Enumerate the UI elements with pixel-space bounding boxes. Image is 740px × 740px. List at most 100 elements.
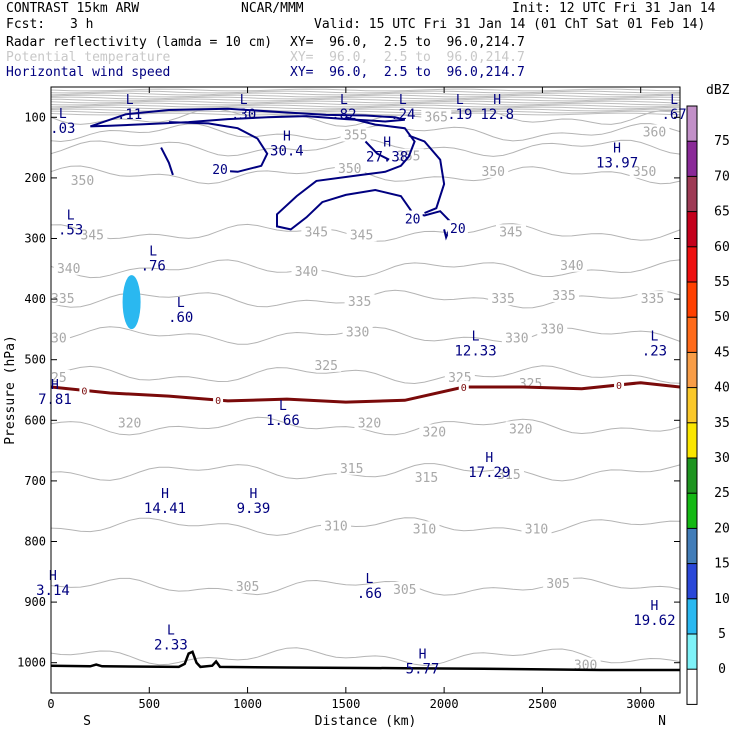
legend-label: 75 [714, 134, 730, 149]
extremum-value: 7.81 [38, 392, 72, 408]
theta-label: 335 [491, 292, 514, 307]
init-time: Init: 12 UTC Fri 31 Jan 14 [512, 1, 716, 16]
legend-label: 15 [714, 557, 730, 572]
legend-swatch [687, 211, 697, 247]
legend-swatch [687, 634, 697, 670]
legend-label: 50 [714, 310, 730, 325]
field-wind-name: Horizontal wind speed [6, 65, 171, 80]
model-title: CONTRAST 15km ARW [6, 1, 140, 16]
legend-swatch [687, 282, 697, 318]
extremum-type: L [279, 399, 287, 414]
theta-label-bg [53, 260, 84, 275]
theta-label: 320 [358, 416, 381, 431]
theta-label: 320 [118, 416, 141, 431]
theta-label: 325 [314, 359, 337, 374]
theta-line-315 [51, 463, 680, 482]
extremum-type: H [493, 93, 501, 108]
extremum-value: .76 [141, 259, 166, 275]
theta-label: 345 [499, 225, 522, 240]
stratosphere-line [51, 104, 680, 108]
theta-label-bg [311, 357, 342, 372]
theta-label: 340 [295, 265, 318, 280]
theta-label-bg [321, 518, 352, 533]
theta-label-bg [495, 224, 526, 239]
extremum-value: .19 [447, 107, 472, 123]
x-tick-label: 0 [47, 697, 54, 711]
theta-label-bg [51, 369, 70, 384]
legend-swatch [687, 422, 697, 458]
legend-label: 10 [714, 592, 730, 607]
theta-label-bg [543, 575, 574, 590]
extremum-value: 5.77 [406, 662, 440, 678]
theta-label: 345 [305, 225, 328, 240]
freezing-label-bg [79, 384, 90, 397]
extremum-type: L [240, 93, 248, 108]
theta-label-bg [340, 127, 371, 142]
legend-swatch [687, 141, 697, 177]
extremum-type: H [49, 569, 57, 584]
y-tick-label: 500 [24, 353, 46, 367]
valid-time: Valid: 15 UTC Fri 31 Jan 14 (01 ChT Sat … [314, 17, 706, 32]
wind-contour-label-bg [447, 220, 468, 236]
wind-extrema: L.11L.03L.30L.82L.24L.19H12.8L.67H30.4H2… [36, 93, 687, 677]
field-reflectivity-name: Radar reflectivity (lamda = 10 cm) [6, 35, 273, 50]
theta-label-bg [570, 657, 601, 672]
legend-label: 65 [714, 205, 730, 220]
theta-label-bg [342, 324, 373, 339]
stratosphere-line [51, 100, 680, 104]
endpoint-south: S [83, 714, 91, 729]
legend-swatch [687, 352, 697, 388]
plot-area [51, 87, 680, 693]
extremum-type: H [383, 136, 391, 151]
legend-swatch [687, 387, 697, 423]
theta-label: 345 [81, 228, 104, 243]
field-theta-xy: XY= 96.0, 2.5 to 96.0,214.7 [290, 50, 525, 65]
extremum-value: 2.33 [154, 637, 188, 653]
legend-swatch [687, 458, 697, 494]
legend-swatch [687, 176, 697, 212]
terrain-line [51, 650, 680, 672]
legend-label: 55 [714, 275, 730, 290]
theta-label-bg [77, 227, 108, 242]
theta-label-bg [232, 578, 263, 593]
wind-contour-20 [168, 121, 269, 173]
theta-label-bg [389, 581, 420, 596]
theta-label-bg [354, 415, 385, 430]
extremum-value: 12.8 [480, 107, 514, 123]
theta-label-bg [419, 424, 450, 439]
wind-contour-label: 20 [450, 222, 466, 237]
extremum-type: L [167, 623, 175, 638]
wind-contour-20 [160, 147, 174, 176]
freezing-label-bg [614, 378, 625, 391]
x-tick-label: 3000 [626, 697, 655, 711]
extremum-value: .66 [357, 586, 382, 602]
extremum-type: H [51, 378, 59, 393]
theta-label-bg [409, 521, 440, 536]
wind-contour-label-bg [210, 160, 231, 176]
freezing-label: 0 [616, 381, 622, 392]
theta-label: 335 [348, 295, 371, 310]
stratosphere-line [51, 112, 680, 116]
legend-swatch [687, 317, 697, 353]
theta-label: 350 [71, 174, 94, 189]
theta-line-300 [51, 647, 680, 667]
fcst-value: 3 h [70, 17, 94, 32]
theta-label: 335 [51, 292, 74, 307]
extremum-type: H [250, 487, 258, 502]
legend-label: 70 [714, 169, 730, 184]
field-reflectivity-xy: XY= 96.0, 2.5 to 96.0,214.7 [290, 35, 525, 50]
x-tick-label: 2000 [430, 697, 459, 711]
theta-label: 330 [346, 325, 369, 340]
extremum-value: 27.38 [366, 150, 408, 166]
theta-label: 300 [574, 659, 597, 674]
stratosphere-line [51, 106, 680, 110]
wind-contour-20 [364, 140, 390, 161]
legend-frame [686, 105, 698, 705]
y-tick-label: 200 [24, 171, 46, 185]
extremum-value: 19.62 [633, 613, 675, 629]
legend-label: 5 [718, 627, 726, 642]
extremum-value: 3.14 [36, 583, 70, 599]
extremum-type: L [399, 93, 407, 108]
